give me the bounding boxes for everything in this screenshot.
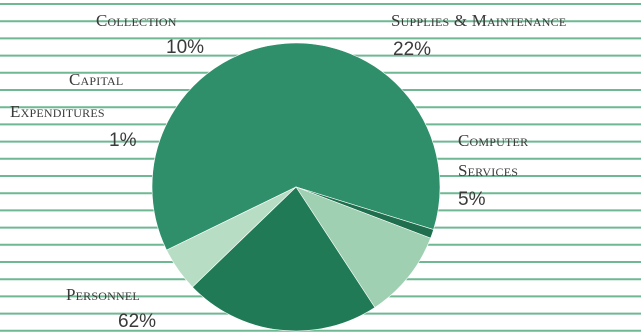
pie-slice-supplies-maintenance bbox=[191, 186, 376, 332]
label-collection: Collection bbox=[96, 11, 177, 30]
pie-slice-personnel bbox=[151, 42, 441, 251]
label-supplies-maintenance: Supplies & Maintenance bbox=[391, 11, 567, 30]
pie-slice-collection bbox=[295, 186, 431, 308]
pie-slice-computer-services bbox=[166, 186, 297, 288]
pct-collection: 10% bbox=[166, 37, 205, 58]
pct-supplies-maintenance: 22% bbox=[393, 39, 432, 60]
label-capital-line2: Expenditures bbox=[10, 102, 105, 121]
label-computer-line2: Services bbox=[458, 161, 519, 180]
pct-personnel: 62% bbox=[118, 311, 157, 332]
label-computer-line1: Computer bbox=[458, 131, 529, 150]
pie-slices bbox=[151, 42, 441, 332]
pct-capital-expenditures: 1% bbox=[109, 130, 137, 151]
pct-computer-services: 5% bbox=[458, 189, 486, 210]
label-capital-line1: Capital bbox=[69, 70, 124, 89]
label-personnel: Personnel bbox=[66, 285, 140, 304]
